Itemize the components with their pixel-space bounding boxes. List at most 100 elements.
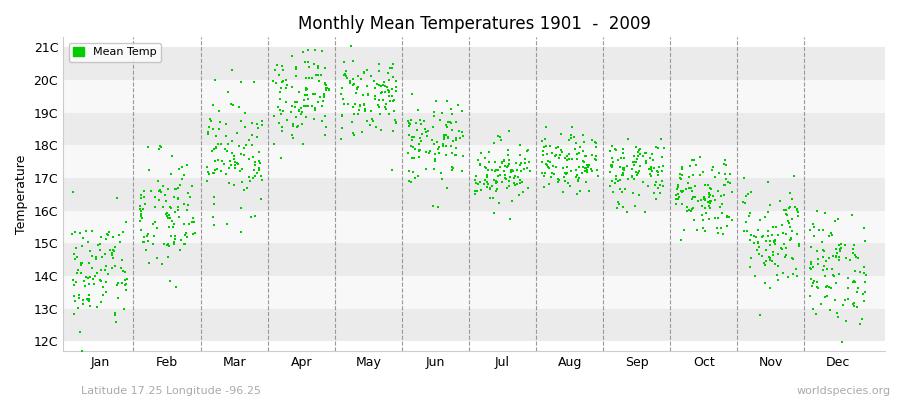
Point [313,72,328,79]
Point [412,117,427,123]
Point [83,303,97,309]
Point [274,79,289,85]
Point [767,238,781,244]
Point [306,116,320,123]
Point [359,117,374,124]
Point [275,108,290,115]
Point [167,186,182,192]
Point [489,166,503,173]
Point [317,94,331,101]
Point [248,159,262,165]
Point [237,145,251,151]
Point [183,194,197,200]
Point [687,157,701,163]
Point [382,98,397,104]
Point [74,262,88,268]
Point [481,167,495,173]
Point [847,278,861,284]
Point [613,164,627,170]
Point [83,248,97,254]
Point [300,92,314,98]
Point [351,73,365,80]
Point [238,142,253,148]
Point [682,206,697,213]
Point [480,178,494,185]
Point [485,195,500,201]
Point [616,146,630,152]
Point [292,89,306,96]
Point [378,88,392,95]
Point [736,199,751,206]
Point [606,158,620,165]
Point [492,163,507,170]
Point [134,194,148,201]
Point [674,188,688,194]
Point [105,234,120,240]
Bar [63,145,885,178]
Point [336,96,350,102]
Point [501,151,516,158]
Point [315,48,329,54]
Point [774,246,788,252]
Point [482,159,496,165]
Point [828,218,842,224]
Point [468,188,482,194]
Point [554,146,569,153]
Point [296,140,310,147]
Point [780,218,795,224]
Point [144,188,158,194]
Point [809,208,824,214]
Point [174,247,188,253]
Point [857,298,871,304]
Point [482,149,496,156]
Point [401,122,416,129]
Point [404,137,419,143]
Point [789,207,804,214]
Point [556,174,571,180]
Point [153,142,167,149]
Point [803,265,817,272]
Point [382,77,397,83]
Point [113,239,128,245]
Point [404,117,419,123]
Point [835,338,850,345]
Point [386,97,400,103]
Y-axis label: Temperature: Temperature [15,154,28,234]
Point [704,186,718,192]
Point [736,228,751,234]
Point [82,298,96,304]
Point [553,152,567,158]
Text: worldspecies.org: worldspecies.org [796,386,891,396]
Point [276,78,291,84]
Point [247,79,261,85]
Point [350,86,365,92]
Point [742,212,756,219]
Point [629,172,643,178]
Point [439,143,454,149]
Point [697,196,711,202]
Point [752,227,766,233]
Point [98,278,112,285]
Point [832,246,847,253]
Point [478,177,492,183]
Point [487,210,501,216]
Point [187,230,202,236]
Point [492,171,507,178]
Point [376,82,391,88]
Point [245,132,259,138]
Point [168,233,183,240]
Point [134,213,148,220]
Point [857,225,871,231]
Point [755,234,770,240]
Point [411,147,426,154]
Point [806,283,820,289]
Point [771,263,786,269]
Point [850,289,865,295]
Point [589,139,603,145]
Point [89,254,104,260]
Point [770,231,785,238]
Point [631,148,645,155]
Point [670,185,684,192]
Point [676,188,690,194]
Point [783,204,797,210]
